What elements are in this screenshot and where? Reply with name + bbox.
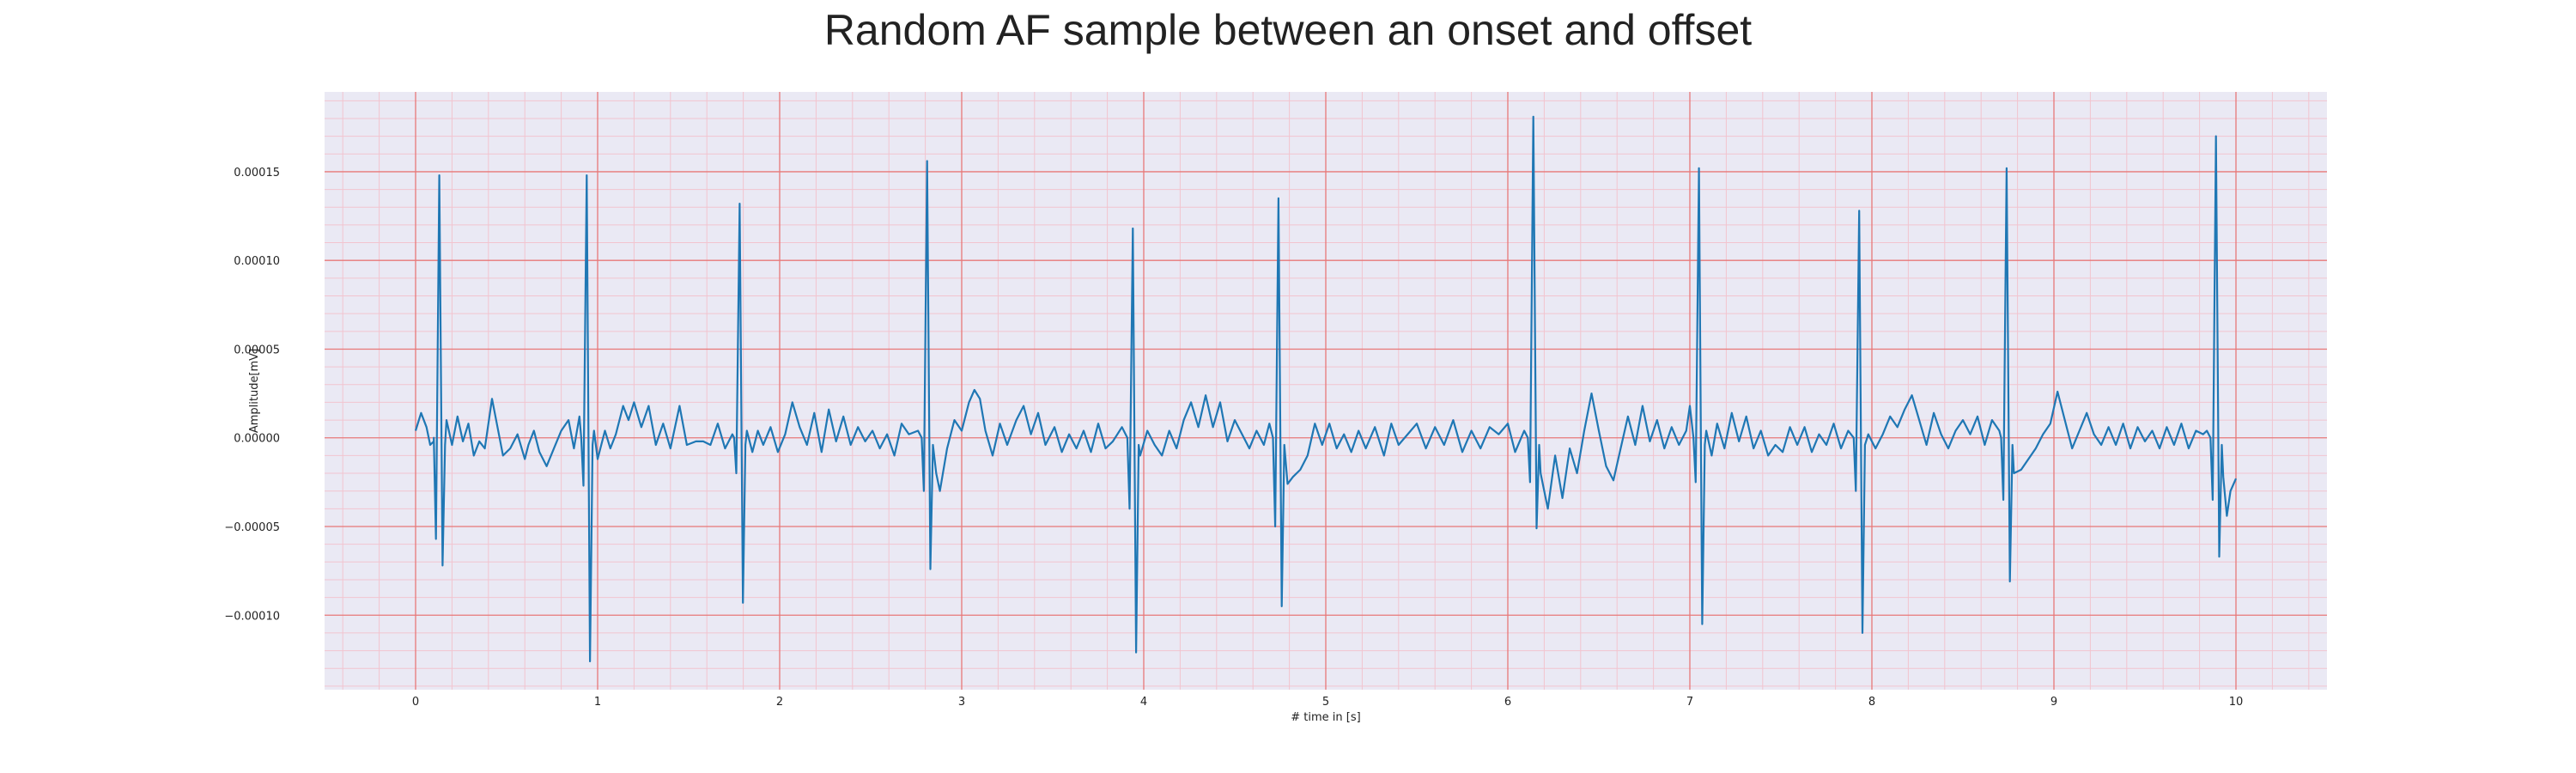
x-tick-label: 6 — [1504, 696, 1511, 709]
chart-title: Random AF sample between an onset and of… — [823, 6, 1753, 54]
x-tick-label: 8 — [1868, 696, 1875, 709]
y-axis-label: Amplitude[mV] — [248, 349, 261, 433]
y-tick-label: 0.00015 — [234, 167, 280, 180]
x-tick-label: 7 — [1686, 696, 1693, 709]
x-tick-label: 9 — [2050, 696, 2057, 709]
y-tick-label: 0.00010 — [234, 255, 280, 268]
x-tick-label: 2 — [776, 696, 783, 709]
x-tick-label: 0 — [412, 696, 419, 709]
y-tick-label: 0.00000 — [234, 433, 280, 446]
y-tick-label: −0.00005 — [224, 521, 280, 534]
ecg-signal-line — [414, 115, 2238, 663]
x-tick-label: 1 — [594, 696, 601, 709]
y-tick-labels: −0.00010 −0.00005 0.00000 0.00005 0.00010 0.0… — [224, 167, 280, 623]
x-tick-label: 4 — [1140, 696, 1147, 709]
y-tick-label: 0.00005 — [234, 344, 280, 356]
x-tick-label: 5 — [1322, 696, 1329, 709]
x-tick-label: 3 — [958, 696, 965, 709]
x-tick-labels: 0 1 2 3 4 5 6 7 8 9 10 — [412, 696, 2243, 709]
major-grid — [325, 92, 2327, 690]
x-axis-label: # time in [s] — [1291, 711, 1360, 724]
y-tick-label: −0.00010 — [224, 610, 280, 623]
x-tick-label: 10 — [2229, 696, 2244, 709]
